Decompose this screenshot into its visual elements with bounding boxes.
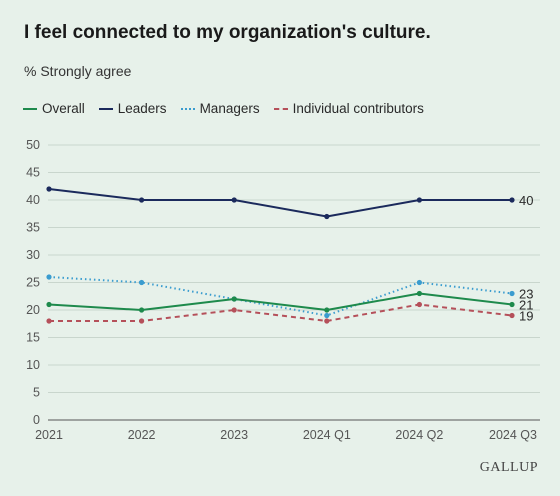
data-point bbox=[416, 279, 422, 286]
legend-swatch-managers bbox=[180, 107, 195, 110]
data-point bbox=[509, 197, 515, 203]
y-tick-label: 10 bbox=[26, 358, 40, 372]
y-tick-label: 5 bbox=[33, 386, 40, 400]
y-tick-label: 35 bbox=[26, 221, 40, 235]
legend-swatch-leaders bbox=[98, 107, 113, 110]
legend-item-managers: Managers bbox=[180, 101, 260, 116]
series-line-overall bbox=[48, 292, 513, 311]
series-line-individual-contributors bbox=[49, 303, 513, 322]
y-tick-label: 15 bbox=[26, 331, 40, 345]
data-point bbox=[46, 318, 52, 324]
chart-title: I feel connected to my organization's cu… bbox=[24, 22, 431, 43]
x-tick-label: 2023 bbox=[220, 428, 248, 442]
data-point bbox=[231, 296, 237, 302]
end-value-label: 21 bbox=[519, 298, 533, 313]
data-point bbox=[231, 307, 237, 313]
y-tick-label: 40 bbox=[26, 193, 40, 207]
gallup-logo: GALLUP bbox=[479, 460, 538, 475]
x-tick-label: 2022 bbox=[128, 428, 156, 442]
series-line-leaders bbox=[48, 188, 512, 218]
legend-label-leaders: Leaders bbox=[117, 101, 167, 116]
y-tick-label: 30 bbox=[26, 248, 40, 262]
data-point bbox=[324, 307, 330, 313]
series-line-managers bbox=[48, 276, 513, 317]
legend-item-individual-contributors: Individual contributors bbox=[273, 101, 424, 116]
data-point bbox=[139, 197, 145, 203]
legend-swatch-overall bbox=[23, 107, 37, 110]
data-point bbox=[509, 301, 515, 308]
end-value-label: 40 bbox=[519, 193, 533, 208]
legend-label-individual-contributors: Individual contributors bbox=[292, 101, 424, 116]
legend-label-managers: Managers bbox=[199, 101, 260, 116]
data-point bbox=[46, 274, 52, 280]
x-tick-label: 2024 Q3 bbox=[489, 428, 537, 442]
y-tick-label: 25 bbox=[26, 276, 40, 290]
y-tick-label: 0 bbox=[33, 413, 40, 427]
data-point bbox=[139, 279, 145, 286]
data-point bbox=[46, 301, 52, 308]
data-point bbox=[139, 318, 145, 324]
data-point bbox=[416, 290, 422, 297]
data-point bbox=[416, 197, 422, 203]
chart-legend: Overall Leaders Managers Individual cont… bbox=[23, 101, 424, 116]
data-point bbox=[509, 312, 515, 319]
x-tick-label: 2024 Q1 bbox=[303, 428, 351, 442]
data-point bbox=[324, 312, 330, 319]
legend-item-leaders: Leaders bbox=[98, 101, 167, 116]
data-point bbox=[324, 318, 330, 324]
x-tick-label: 2021 bbox=[35, 428, 63, 442]
data-point bbox=[231, 197, 237, 203]
legend-item-overall: Overall bbox=[23, 101, 85, 116]
data-point bbox=[416, 301, 422, 308]
data-point bbox=[324, 213, 330, 220]
end-value-label: 23 bbox=[519, 287, 533, 302]
chart-subtitle: % Strongly agree bbox=[24, 63, 132, 79]
y-tick-label: 50 bbox=[26, 138, 40, 152]
data-point bbox=[509, 290, 515, 297]
y-tick-label: 20 bbox=[26, 303, 40, 317]
data-point bbox=[46, 186, 52, 192]
legend-swatch-individual-contributors bbox=[273, 107, 288, 110]
end-value-label: 19 bbox=[519, 309, 533, 324]
x-tick-label: 2024 Q2 bbox=[395, 428, 443, 442]
legend-label-overall: Overall bbox=[42, 101, 85, 116]
y-tick-label: 45 bbox=[26, 166, 40, 180]
data-point bbox=[139, 307, 145, 313]
